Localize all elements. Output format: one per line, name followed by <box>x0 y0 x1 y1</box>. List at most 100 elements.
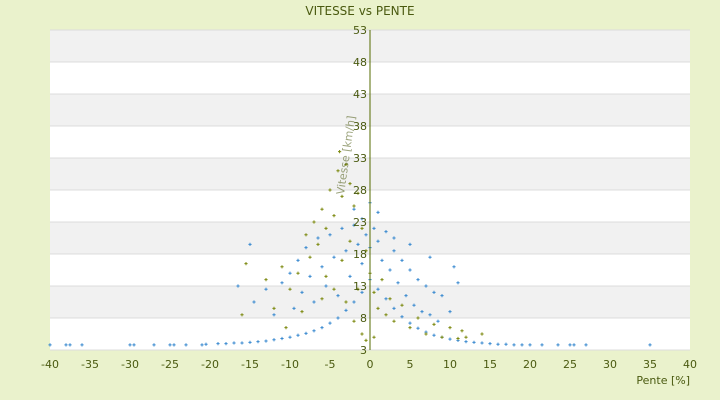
data-point-blue <box>248 340 252 344</box>
data-point-blue <box>348 274 352 278</box>
data-point-olive <box>344 300 348 304</box>
x-tick-label: 5 <box>407 358 414 371</box>
data-point-olive <box>392 319 396 323</box>
data-point-olive <box>300 310 304 314</box>
data-point-blue <box>360 290 364 294</box>
data-point-blue <box>236 284 240 288</box>
x-axis-label: Pente [%] <box>636 374 690 387</box>
data-point-blue <box>520 343 524 347</box>
data-point-blue <box>448 337 452 341</box>
data-point-olive <box>352 319 356 323</box>
data-point-blue <box>584 343 588 347</box>
data-point-blue <box>360 262 364 266</box>
data-point-blue <box>392 306 396 310</box>
data-point-blue <box>128 343 132 347</box>
data-point-olive <box>316 242 320 246</box>
data-point-blue <box>384 230 388 234</box>
data-point-blue <box>272 338 276 342</box>
data-point-olive <box>340 194 344 198</box>
x-tick-label: -35 <box>81 358 99 371</box>
data-point-blue <box>372 226 376 230</box>
data-point-blue <box>648 343 652 347</box>
y-tick-label: 53 <box>353 24 367 37</box>
data-point-blue <box>48 343 52 347</box>
data-point-olive <box>384 313 388 317</box>
data-point-blue <box>232 341 236 345</box>
data-point-olive <box>308 255 312 259</box>
data-point-olive <box>280 265 284 269</box>
x-axis-tick-labels: -40 -35 -30 -25 -20 -15 -10 -5 0 5 10 15 20 25 30 35 40 <box>41 358 697 371</box>
data-point-olive <box>338 150 342 154</box>
data-point-blue <box>364 233 368 237</box>
data-point-blue <box>412 303 416 307</box>
data-point-blue <box>456 281 460 285</box>
data-point-blue <box>168 343 172 347</box>
data-point-olive <box>480 332 484 336</box>
data-point-blue <box>216 342 220 346</box>
y-tick-label: 3 <box>360 344 367 357</box>
data-point-blue <box>416 326 420 330</box>
x-tick-label: -5 <box>325 358 336 371</box>
data-point-olive <box>416 316 420 320</box>
data-point-olive <box>356 191 360 195</box>
data-point-blue <box>132 343 136 347</box>
data-point-olive <box>296 271 300 275</box>
data-point-olive <box>284 326 288 330</box>
data-point-blue <box>568 343 572 347</box>
data-point-blue <box>376 210 380 214</box>
x-tick-label: 25 <box>563 358 577 371</box>
y-tick-label: 8 <box>360 312 367 325</box>
data-point-olive <box>356 287 360 291</box>
data-point-blue <box>296 333 300 337</box>
data-point-blue <box>200 343 204 347</box>
data-point-blue <box>336 294 340 298</box>
data-point-blue <box>152 343 156 347</box>
data-point-olive <box>380 278 384 282</box>
data-point-olive <box>304 233 308 237</box>
data-point-blue <box>184 343 188 347</box>
data-point-blue <box>440 294 444 298</box>
data-point-blue <box>428 255 432 259</box>
data-point-blue <box>408 321 412 325</box>
data-point-olive <box>388 297 392 301</box>
data-point-blue <box>496 342 500 346</box>
data-point-olive <box>372 290 376 294</box>
data-point-olive <box>424 332 428 336</box>
y-tick-label: 33 <box>353 152 367 165</box>
data-point-blue <box>324 284 328 288</box>
x-tick-label: 40 <box>683 358 697 371</box>
data-point-blue <box>376 287 380 291</box>
data-point-olive <box>460 329 464 333</box>
data-point-blue <box>316 236 320 240</box>
data-point-blue <box>352 223 356 227</box>
data-point-olive <box>360 332 364 336</box>
data-point-olive <box>344 162 348 166</box>
data-point-blue <box>80 343 84 347</box>
data-point-olive <box>456 336 460 341</box>
data-points <box>48 150 652 347</box>
x-tick-label: -25 <box>161 358 179 371</box>
data-point-blue <box>68 343 72 347</box>
y-tick-label: 18 <box>353 248 367 261</box>
data-point-blue <box>64 343 68 347</box>
x-tick-label: 30 <box>603 358 617 371</box>
data-point-olive <box>324 226 328 230</box>
data-point-blue <box>464 340 468 344</box>
data-point-blue <box>308 274 312 278</box>
data-point-blue <box>336 316 340 320</box>
y-tick-label: 23 <box>353 216 367 229</box>
data-point-blue <box>488 342 492 346</box>
data-point-olive <box>328 188 332 192</box>
data-point-olive <box>264 278 268 282</box>
data-point-blue <box>288 271 292 275</box>
data-point-blue <box>384 297 388 301</box>
x-tick-label: 15 <box>483 358 497 371</box>
data-point-olive <box>288 287 292 291</box>
data-point-blue <box>504 342 508 346</box>
data-point-blue <box>380 258 384 262</box>
data-point-blue <box>204 342 208 346</box>
data-point-blue <box>224 342 228 346</box>
